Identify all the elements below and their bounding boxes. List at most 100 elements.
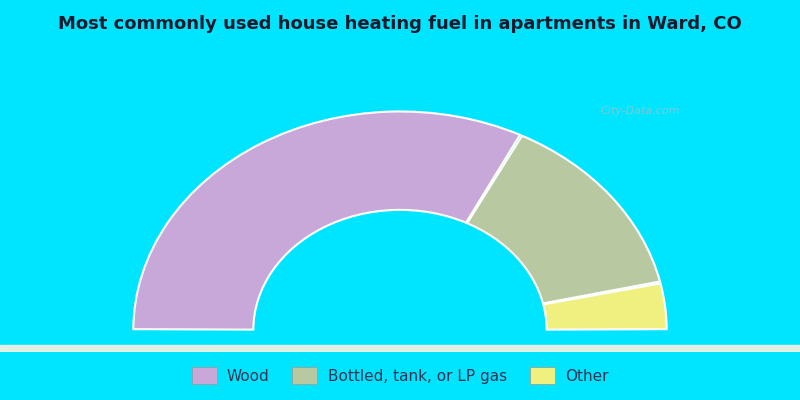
- Bar: [0, 347, 800, 350]
- Text: City-Data.com: City-Data.com: [601, 106, 680, 116]
- Bar: [0, 346, 800, 349]
- Bar: [0, 347, 800, 350]
- Bar: [0, 348, 800, 351]
- Bar: [0, 347, 800, 350]
- Bar: [0, 348, 800, 352]
- Bar: [0, 347, 800, 350]
- Bar: [0, 346, 800, 349]
- Legend: Wood, Bottled, tank, or LP gas, Other: Wood, Bottled, tank, or LP gas, Other: [186, 362, 614, 390]
- Bar: [0, 348, 800, 352]
- Bar: [0, 347, 800, 350]
- Bar: [0, 346, 800, 349]
- Bar: [0, 347, 800, 350]
- Bar: [0, 348, 800, 351]
- Bar: [0, 346, 800, 350]
- Bar: [0, 346, 800, 349]
- Bar: [0, 348, 800, 352]
- Bar: [0, 348, 800, 351]
- Wedge shape: [134, 112, 520, 330]
- Bar: [0, 347, 800, 350]
- Bar: [0, 349, 800, 352]
- Bar: [0, 348, 800, 352]
- Bar: [0, 348, 800, 351]
- Bar: [0, 346, 800, 349]
- Bar: [0, 348, 800, 351]
- Bar: [0, 348, 800, 351]
- Bar: [0, 348, 800, 351]
- Wedge shape: [543, 283, 666, 330]
- Bar: [0, 346, 800, 350]
- Bar: [0, 346, 800, 350]
- Wedge shape: [467, 136, 660, 303]
- Bar: [0, 349, 800, 352]
- Bar: [0, 348, 800, 351]
- Bar: [0, 347, 800, 351]
- Bar: [0, 346, 800, 350]
- Bar: [0, 347, 800, 350]
- Bar: [0, 346, 800, 349]
- Bar: [0, 347, 800, 350]
- Bar: [0, 346, 800, 350]
- Bar: [0, 348, 800, 351]
- Bar: [0, 348, 800, 351]
- Bar: [0, 346, 800, 349]
- Bar: [0, 346, 800, 349]
- Bar: [0, 348, 800, 351]
- Bar: [0, 347, 800, 350]
- Bar: [0, 348, 800, 352]
- Bar: [0, 348, 800, 351]
- Bar: [0, 348, 800, 351]
- Bar: [0, 349, 800, 352]
- Bar: [0, 346, 800, 349]
- Bar: [0, 346, 800, 349]
- Bar: [0, 346, 800, 349]
- Text: Most commonly used house heating fuel in apartments in Ward, CO: Most commonly used house heating fuel in…: [58, 15, 742, 33]
- Bar: [0, 346, 800, 349]
- Bar: [0, 348, 800, 351]
- Bar: [0, 348, 800, 352]
- Bar: [0, 348, 800, 351]
- Bar: [0, 347, 800, 350]
- Bar: [0, 348, 800, 352]
- Bar: [0, 346, 800, 349]
- Bar: [0, 348, 800, 352]
- Bar: [0, 348, 800, 352]
- Bar: [0, 347, 800, 350]
- Bar: [0, 347, 800, 350]
- Bar: [0, 347, 800, 350]
- Bar: [0, 347, 800, 350]
- Bar: [0, 348, 800, 352]
- Bar: [0, 347, 800, 350]
- Bar: [0, 348, 800, 352]
- Bar: [0, 347, 800, 350]
- Bar: [0, 346, 800, 350]
- Bar: [0, 346, 800, 350]
- Bar: [0, 346, 800, 349]
- Bar: [0, 346, 800, 350]
- Bar: [0, 348, 800, 351]
- Bar: [0, 346, 800, 349]
- Bar: [0, 346, 800, 350]
- Bar: [0, 347, 800, 350]
- Bar: [0, 347, 800, 350]
- Bar: [0, 346, 800, 349]
- Bar: [0, 348, 800, 352]
- Bar: [0, 349, 800, 352]
- Bar: [0, 348, 800, 351]
- Bar: [0, 346, 800, 350]
- Bar: [0, 346, 800, 349]
- Bar: [0, 348, 800, 351]
- Bar: [0, 348, 800, 352]
- Bar: [0, 346, 800, 350]
- Bar: [0, 347, 800, 350]
- Bar: [0, 347, 800, 351]
- Bar: [0, 347, 800, 350]
- Bar: [0, 348, 800, 352]
- Bar: [0, 348, 800, 351]
- Bar: [0, 346, 800, 350]
- Bar: [0, 346, 800, 350]
- Bar: [0, 348, 800, 351]
- Bar: [0, 346, 800, 350]
- Bar: [0, 347, 800, 350]
- Bar: [0, 346, 800, 349]
